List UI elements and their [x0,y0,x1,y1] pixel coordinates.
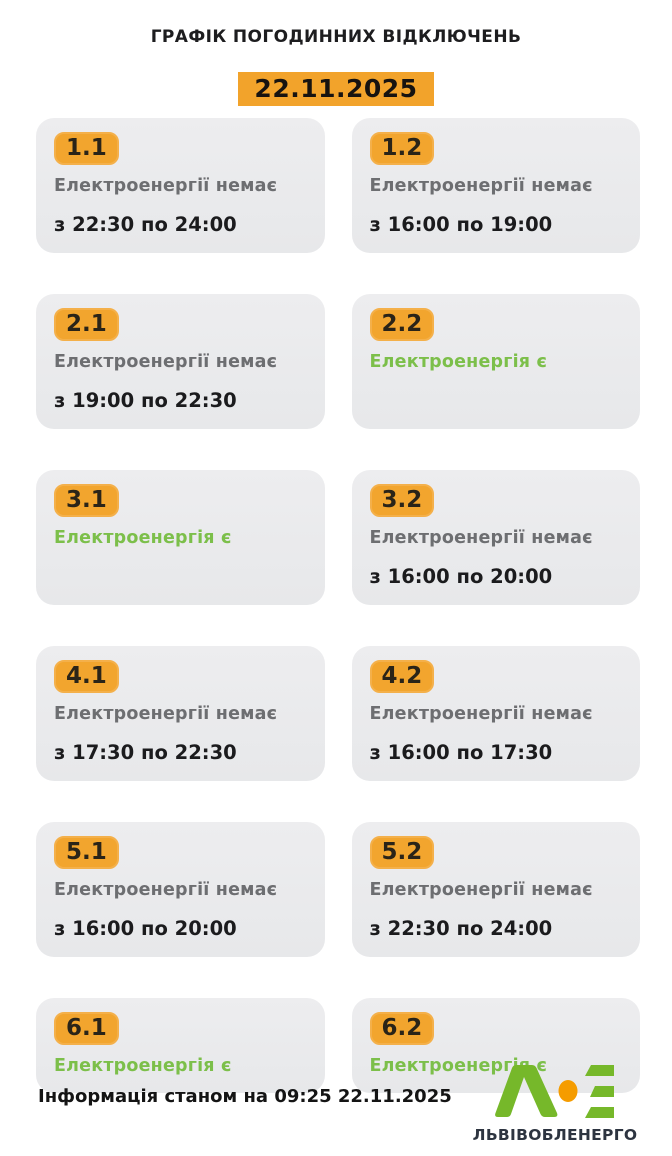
group-card-6-1: 6.1 Електроенергія є [36,998,325,1093]
group-card-1-1: 1.1 Електроенергії немає з 22:30 по 24:0… [36,118,325,253]
group-card-1-2: 1.2 Електроенергії немає з 16:00 по 19:0… [351,118,640,253]
group-number-badge: 3.2 [369,484,435,517]
group-card-4-1: 4.1 Електроенергії немає з 17:30 по 22:3… [36,646,325,781]
group-card-6-2: 6.2 Електроенергія є [351,998,640,1093]
page-title: ГРАФІК ПОГОДИННИХ ВІДКЛЮЧЕНЬ [150,27,522,47]
group-number-badge: 4.1 [54,660,119,693]
group-number-badge: 1.1 [54,132,119,165]
outage-time-range: з 16:00 по 20:00 [54,917,237,940]
outage-time-range: з 22:30 по 24:00 [54,213,237,236]
footer: Інформація станом на 09:25 22.11.2025 ЛЬ… [0,1063,672,1144]
power-status-label: Електроенергія є [54,528,232,548]
group-number-badge: 5.1 [54,836,119,869]
power-status-label: Електроенергія є [369,352,548,372]
outage-time-range: з 22:30 по 24:00 [369,917,553,940]
power-status-label: Електроенергія є [54,1056,232,1076]
power-status-label: Електроенергія є [369,1056,548,1076]
info-timestamp: Інформація станом на 09:25 22.11.2025 [38,1086,452,1107]
group-card-5-2: 5.2 Електроенергії немає з 22:30 по 24:0… [351,822,640,957]
outage-time-range: з 16:00 по 17:30 [369,741,553,764]
power-status-label: Електроенергії немає [369,704,593,724]
power-status-label: Електроенергії немає [54,352,278,372]
outage-time-range: з 16:00 по 20:00 [369,565,553,588]
outage-time-range: з 16:00 по 19:00 [369,213,553,236]
group-card-2-2: 2.2 Електроенергія є [351,294,640,429]
date-badge: 22.11.2025 [238,72,434,106]
power-status-label: Електроенергії немає [369,880,593,900]
power-status-label: Електроенергії немає [54,704,278,724]
group-card-5-1: 5.1 Електроенергії немає з 16:00 по 20:0… [36,822,325,957]
loe-logo-icon [495,1065,614,1118]
power-status-label: Електроенергії немає [54,176,278,196]
group-number-badge: 2.1 [54,308,119,341]
group-card-3-1: 3.1 Електроенергія є [36,470,325,605]
group-card-3-2: 3.2 Електроенергії немає з 16:00 по 20:0… [351,470,640,605]
group-card-2-1: 2.1 Електроенергії немає з 19:00 по 22:3… [36,294,325,429]
group-card-4-2: 4.2 Електроенергії немає з 16:00 по 17:3… [351,646,640,781]
power-status-label: Електроенергії немає [54,880,278,900]
group-number-badge: 2.2 [369,308,435,341]
power-status-label: Електроенергії немає [369,176,593,196]
group-number-badge: 5.2 [369,836,435,869]
group-number-badge: 1.2 [369,132,435,165]
group-number-badge: 3.1 [54,484,119,517]
group-number-badge: 4.2 [369,660,435,693]
power-status-label: Електроенергії немає [369,528,593,548]
company-logo: ЛЬВІВОБЛЕНЕРГО [462,1063,648,1144]
outage-time-range: з 17:30 по 22:30 [54,741,237,764]
outage-time-range: з 19:00 по 22:30 [54,389,237,412]
groups-grid: 1.1 Електроенергії немає з 22:30 по 24:0… [0,118,672,1093]
group-number-badge: 6.1 [54,1012,119,1045]
company-name: ЛЬВІВОБЛЕНЕРГО [472,1126,638,1144]
date-row: 22.11.2025 [0,72,672,106]
group-number-badge: 6.2 [369,1012,435,1045]
